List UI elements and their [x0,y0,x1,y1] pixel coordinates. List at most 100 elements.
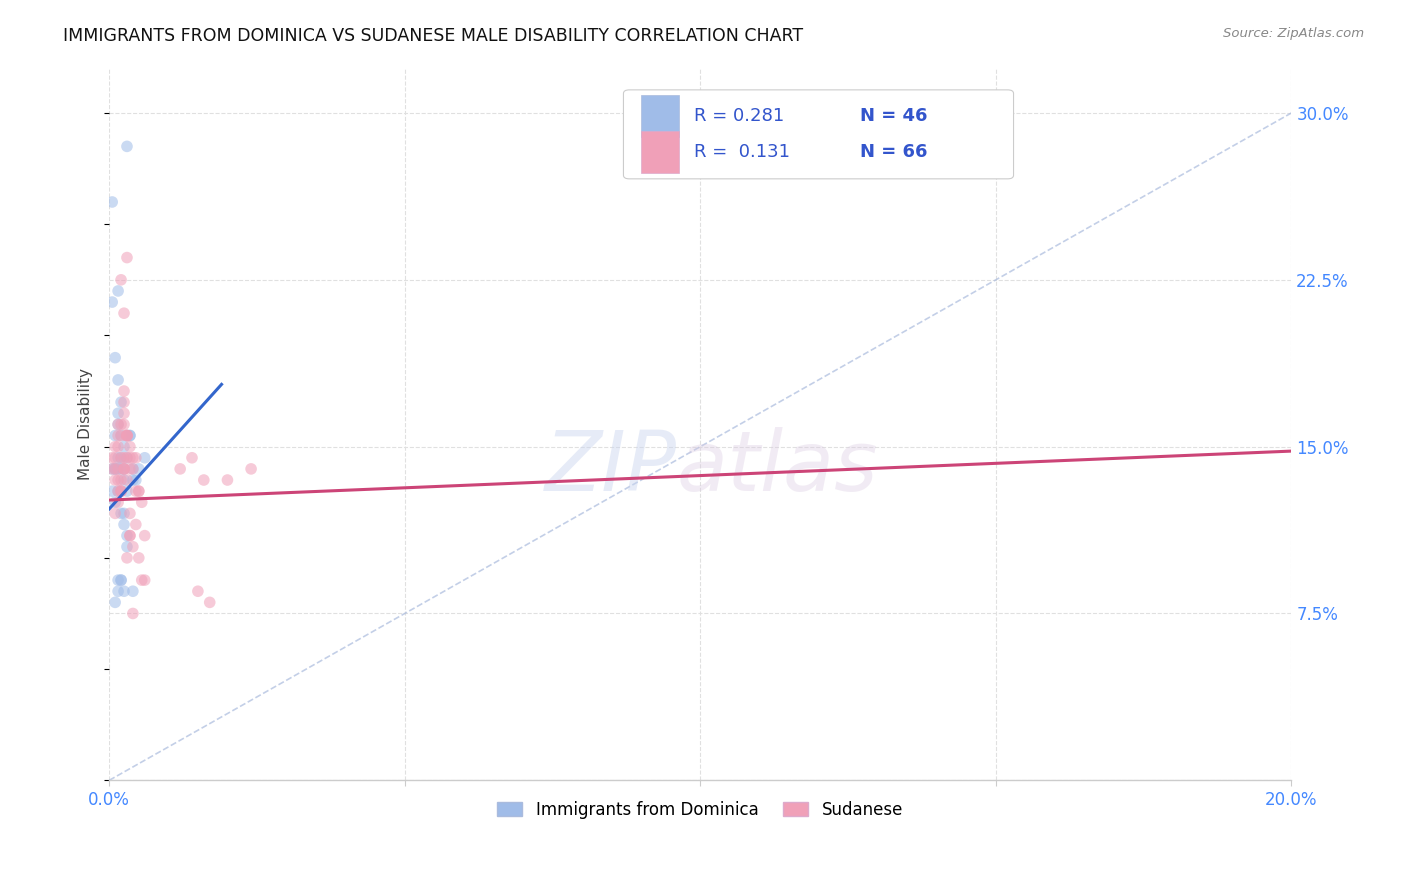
Point [118,528,141,542]
Point [110,573,132,587]
Point [110,573,132,587]
Point [107,462,129,476]
Point [134,450,156,465]
Point [122,584,145,599]
Point [112,417,135,432]
Point [110,273,132,287]
Point [110,484,132,499]
Point [110,484,132,499]
FancyBboxPatch shape [641,131,679,173]
Point [181,450,204,465]
Point [128,484,150,499]
Point [104,462,127,476]
Point [125,517,148,532]
Point [112,462,135,476]
Point [101,484,124,499]
Text: Source: ZipAtlas.com: Source: ZipAtlas.com [1223,27,1364,40]
Point [112,507,135,521]
Point [118,528,141,542]
Point [107,450,129,465]
Text: R = 0.281: R = 0.281 [695,107,785,125]
Point [115,550,138,565]
Point [104,462,127,476]
Point [101,295,124,310]
Text: atlas: atlas [676,426,879,508]
Point [112,473,135,487]
Point [134,528,156,542]
Point [115,428,138,442]
Point [112,395,135,409]
Point [115,484,138,499]
Point [110,450,132,465]
Y-axis label: Male Disability: Male Disability [79,368,93,481]
Point [240,462,263,476]
Point [115,428,138,442]
Point [101,450,124,465]
Point [107,484,129,499]
Point [122,450,145,465]
Point [112,406,135,420]
Point [115,428,138,442]
Point [112,462,135,476]
Point [122,540,145,554]
Point [110,428,132,442]
Point [112,517,135,532]
Point [104,595,127,609]
Point [169,462,191,476]
Point [101,462,124,476]
FancyBboxPatch shape [641,95,679,137]
Legend: Immigrants from Dominica, Sudanese: Immigrants from Dominica, Sudanese [491,794,910,825]
Point [107,440,129,454]
Point [115,428,138,442]
Point [115,450,138,465]
Point [122,462,145,476]
Point [104,462,127,476]
Point [118,440,141,454]
Point [115,428,138,442]
Point [110,462,132,476]
Point [107,584,129,599]
Point [112,462,135,476]
Point [104,495,127,509]
Point [112,450,135,465]
Point [110,473,132,487]
Point [110,428,132,442]
Point [118,428,141,442]
Point [115,540,138,554]
Point [112,462,135,476]
Point [101,462,124,476]
Point [104,440,127,454]
Point [115,139,138,153]
Point [118,428,141,442]
Point [128,462,150,476]
Point [104,473,127,487]
Point [112,384,135,398]
Point [110,507,132,521]
Point [122,607,145,621]
Point [110,484,132,499]
Point [115,251,138,265]
Point [112,306,135,320]
Text: ZIP: ZIP [544,426,676,508]
Point [110,417,132,432]
Point [125,450,148,465]
FancyBboxPatch shape [623,90,1014,178]
Point [115,450,138,465]
Point [128,550,150,565]
Point [125,484,148,499]
Point [107,473,129,487]
Point [131,495,153,509]
Text: N = 66: N = 66 [860,143,928,161]
Text: IMMIGRANTS FROM DOMINICA VS SUDANESE MALE DISABILITY CORRELATION CHART: IMMIGRANTS FROM DOMINICA VS SUDANESE MAL… [63,27,803,45]
Point [101,194,124,209]
Point [115,473,138,487]
Point [110,450,132,465]
Point [107,495,129,509]
Point [107,484,129,499]
Point [112,440,135,454]
Point [198,595,221,609]
Point [134,573,156,587]
Point [193,473,215,487]
Point [107,462,129,476]
Point [118,462,141,476]
